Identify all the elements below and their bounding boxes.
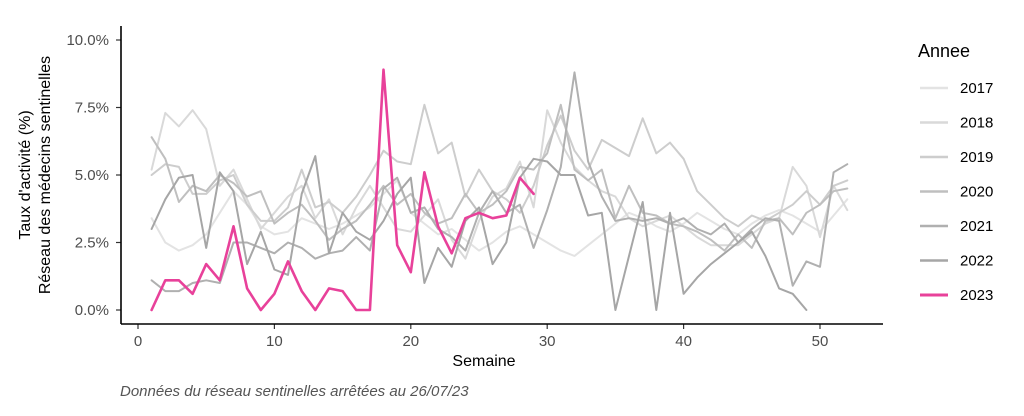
legend-label-2020: 2020 (960, 184, 993, 201)
y-axis-title-line-2: Réseau des médecins sentinelles (37, 56, 54, 294)
legend: 2017 2018 2019 2020 2021 2022 2023 (920, 80, 993, 304)
legend-label-2017: 2017 (960, 80, 993, 97)
y-axis-ticks: 0.0% 2.5% 5.0% 7.5% 10.0% (66, 32, 121, 319)
legend-label-2018: 2018 (960, 115, 993, 132)
y-tick-label: 10.0% (66, 32, 109, 49)
x-tick-label: 20 (402, 333, 419, 350)
y-tick-label: 2.5% (75, 235, 109, 252)
x-tick-label: 30 (539, 333, 556, 350)
x-tick-label: 40 (675, 333, 692, 350)
series-line-2020 (150, 103, 849, 252)
legend-label-2019: 2019 (960, 149, 993, 166)
series-line-2019 (150, 103, 849, 228)
series-lines (150, 68, 849, 312)
x-axis-ticks: 0 10 20 30 40 50 (134, 324, 829, 350)
series-line-2021 (150, 71, 849, 293)
legend-label-2021: 2021 (960, 218, 993, 235)
x-tick-label: 10 (266, 333, 283, 350)
y-tick-label: 5.0% (75, 167, 109, 184)
y-tick-label: 0.0% (75, 302, 109, 319)
chart-caption: Données du réseau sentinelles arrêtées a… (120, 383, 469, 400)
legend-label-2022: 2022 (960, 253, 993, 270)
x-tick-label: 50 (812, 333, 829, 350)
y-axis-title-line-1: Taux d'activité (%) (17, 110, 34, 239)
y-tick-label: 7.5% (75, 100, 109, 117)
series-line-2023 (150, 68, 535, 312)
legend-label-2023: 2023 (960, 287, 993, 304)
legend-title: Annee (918, 41, 970, 61)
x-tick-label: 0 (134, 333, 142, 350)
x-axis-title: Semaine (452, 353, 515, 370)
series-line-2022 (150, 155, 808, 311)
